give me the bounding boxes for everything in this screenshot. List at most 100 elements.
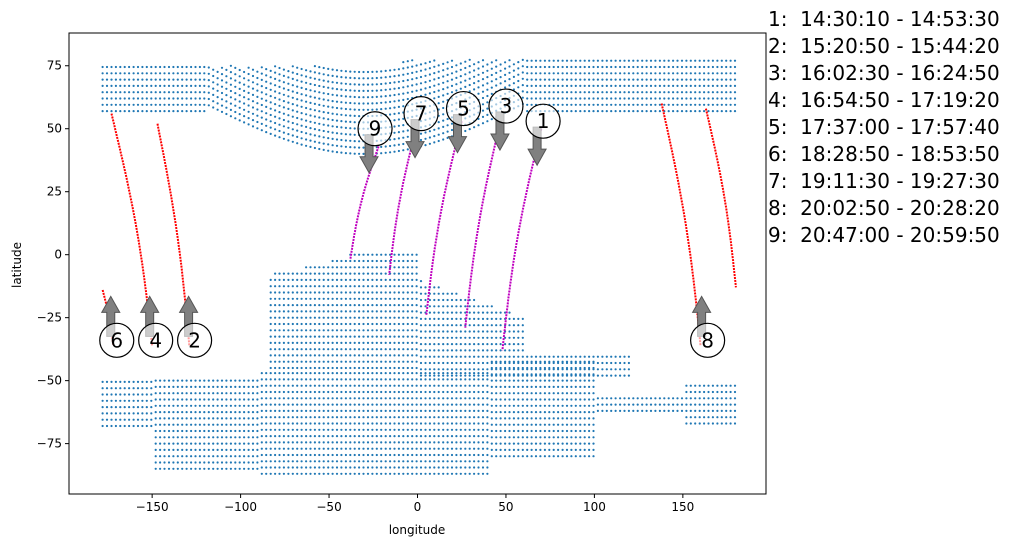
coverage-point (561, 110, 564, 113)
coverage-point (716, 409, 719, 412)
coverage-point (393, 100, 396, 103)
coverage-point (380, 101, 383, 104)
coverage-point (305, 466, 308, 469)
coverage-point (658, 65, 662, 69)
coverage-point (371, 428, 374, 431)
coverage-point (437, 384, 440, 387)
coverage-point (411, 354, 414, 357)
coverage-point (583, 411, 586, 414)
coverage-point (136, 97, 140, 100)
coverage-point (446, 441, 449, 444)
coverage-point (331, 472, 334, 475)
coverage-point (459, 378, 462, 381)
coverage-point (455, 361, 458, 365)
coverage-point (190, 78, 193, 81)
coverage-point (274, 472, 277, 475)
marker-label: 5 (457, 97, 470, 121)
coverage-point (499, 374, 502, 377)
coverage-point (415, 397, 418, 400)
coverage-point (380, 297, 383, 300)
coverage-point (375, 397, 378, 400)
coverage-point (588, 442, 591, 445)
coverage-point (194, 461, 197, 464)
coverage-point (733, 59, 737, 62)
coverage-point (331, 335, 334, 338)
coverage-point (318, 103, 321, 106)
coverage-point (344, 466, 347, 469)
coverage-point (335, 329, 339, 332)
coverage-point (543, 411, 547, 414)
coverage-point (680, 403, 684, 406)
coverage-point (481, 59, 485, 62)
coverage-point (190, 97, 193, 100)
coverage-point (371, 348, 374, 351)
coverage-point (159, 103, 162, 106)
coverage-point (477, 384, 480, 387)
coverage-point (504, 73, 507, 76)
coverage-point (163, 398, 166, 401)
coverage-point (570, 455, 573, 458)
coverage-point (198, 467, 201, 470)
coverage-point (619, 65, 622, 69)
coverage-point (234, 392, 237, 395)
coverage-point (499, 417, 502, 420)
coverage-point (486, 390, 489, 394)
coverage-point (327, 397, 330, 400)
coverage-point (282, 291, 285, 294)
coverage-point (676, 65, 679, 69)
coverage-point (703, 103, 706, 106)
coverage-point (234, 385, 237, 388)
coverage-point (406, 272, 409, 275)
coverage-point (366, 77, 370, 80)
coverage-point (335, 372, 339, 375)
coverage-point (313, 428, 316, 431)
coverage-point (190, 385, 193, 388)
coverage-point (344, 101, 347, 104)
coverage-point (464, 349, 467, 352)
coverage-point (384, 82, 387, 85)
coverage-point (216, 398, 219, 401)
coverage-point (645, 97, 648, 100)
coverage-point (663, 84, 666, 87)
coverage-point (269, 278, 272, 281)
coverage-point (406, 72, 409, 75)
coverage-point (335, 291, 339, 294)
coverage-point (415, 341, 418, 344)
coverage-point (269, 447, 272, 450)
coverage-point (579, 417, 582, 420)
coverage-point (380, 285, 383, 288)
coverage-point (366, 341, 370, 344)
coverage-point (610, 397, 613, 400)
coverage-point (291, 109, 294, 112)
coverage-point (251, 100, 255, 103)
coverage-point (358, 297, 361, 300)
coverage-point (583, 398, 586, 401)
coverage-point (159, 417, 162, 420)
coverage-point (579, 423, 582, 426)
coverage-point (256, 102, 259, 105)
coverage-point (335, 460, 339, 463)
coverage-point (548, 448, 551, 451)
coverage-point (159, 78, 162, 81)
coverage-point (689, 65, 692, 69)
coverage-point (393, 466, 396, 469)
coverage-point (278, 136, 281, 139)
coverage-point (481, 447, 485, 450)
coverage-point (733, 390, 737, 394)
track-5 (425, 120, 463, 316)
coverage-point (521, 355, 524, 358)
coverage-point (397, 285, 400, 288)
coverage-point (207, 85, 210, 88)
coverage-point (159, 72, 162, 75)
coverage-point (366, 441, 370, 444)
coverage-point (397, 348, 400, 351)
coverage-point (733, 103, 737, 106)
coverage-point (504, 398, 507, 401)
coverage-point (521, 349, 524, 352)
coverage-point (318, 341, 321, 344)
coverage-point (450, 65, 454, 69)
coverage-point (291, 96, 294, 99)
coverage-point (663, 397, 666, 400)
marker-circle (99, 322, 135, 358)
coverage-point (433, 374, 436, 377)
